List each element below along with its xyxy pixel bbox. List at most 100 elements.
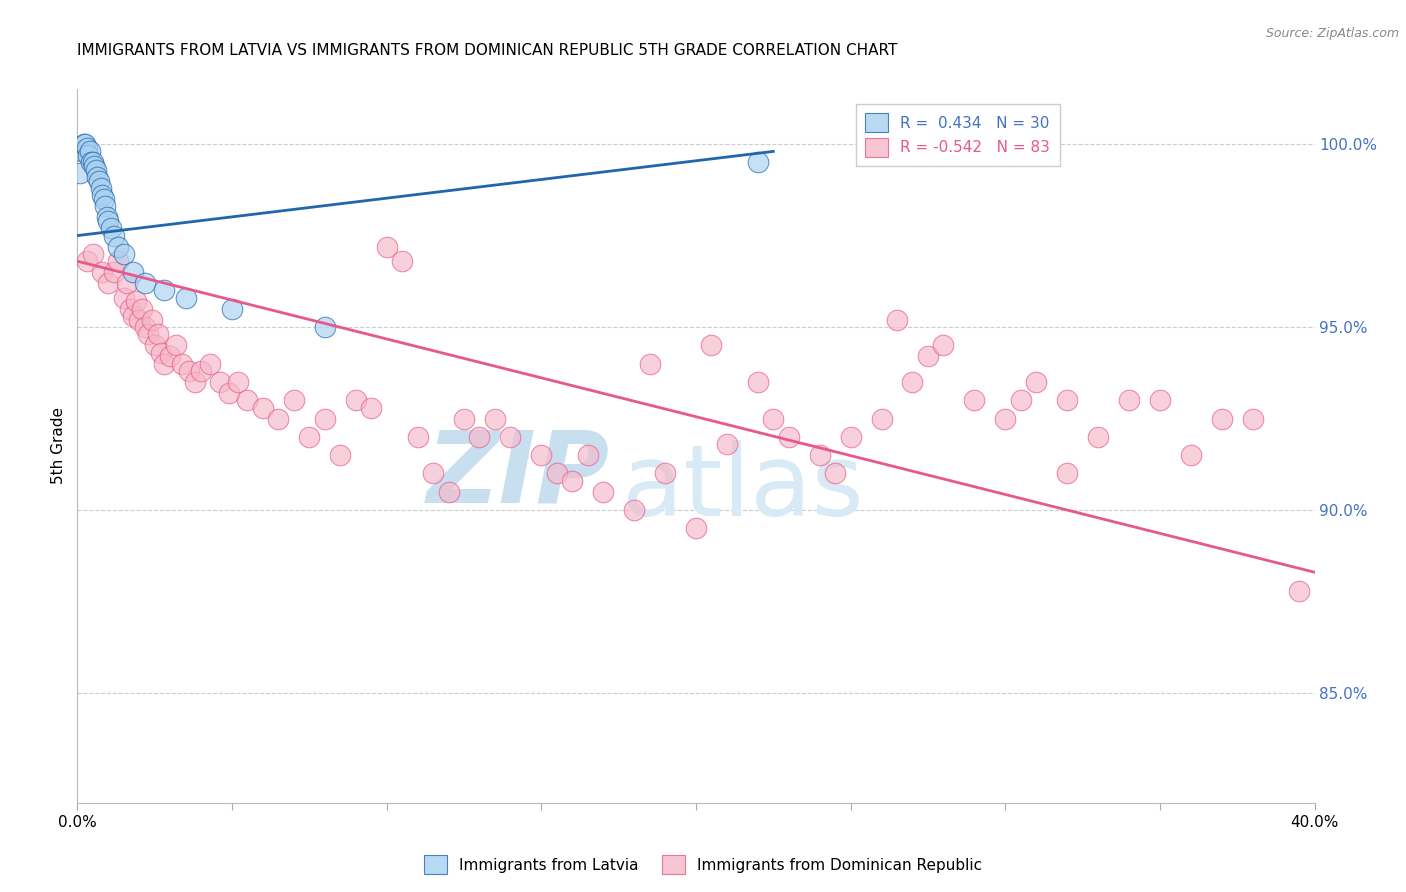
Point [360,401,382,415]
Point [208,375,231,389]
Point [82,247,104,261]
Point [122,309,145,323]
Point [165,338,187,352]
Y-axis label: 5th Grade: 5th Grade [51,408,66,484]
Point [83,159,105,173]
Point [468,430,491,444]
Point [886,312,908,326]
Point [134,276,156,290]
Point [76,141,98,155]
Point [91,265,114,279]
Point [283,393,305,408]
Point [1025,375,1047,389]
Point [159,349,181,363]
Point [143,338,166,352]
Point [561,474,583,488]
Point [1241,411,1264,425]
Point [329,448,352,462]
Point [100,221,122,235]
Point [184,375,207,389]
Point [79,145,101,159]
Point [103,265,125,279]
Point [808,448,831,462]
Point [80,155,103,169]
Point [375,239,398,253]
Point [107,254,129,268]
Point [1211,411,1233,425]
Point [87,174,110,188]
Point [422,467,444,481]
Point [218,386,240,401]
Point [70,145,93,159]
Point [298,430,321,444]
Point [576,448,599,462]
Point [314,411,336,425]
Point [128,312,150,326]
Point [77,148,100,162]
Point [762,411,785,425]
Point [221,301,243,316]
Point [654,467,676,481]
Point [994,411,1017,425]
Point [72,137,94,152]
Point [963,393,986,408]
Point [177,364,200,378]
Point [1087,430,1109,444]
Point [267,411,290,425]
Point [103,228,125,243]
Point [200,357,222,371]
Point [685,521,707,535]
Point [69,166,91,180]
Point [134,320,156,334]
Point [314,320,336,334]
Point [453,411,475,425]
Point [76,254,98,268]
Point [638,357,661,371]
Point [94,199,117,213]
Text: Source: ZipAtlas.com: Source: ZipAtlas.com [1265,27,1399,40]
Point [97,276,120,290]
Point [93,192,115,206]
Point [118,301,141,316]
Point [623,503,645,517]
Point [107,239,129,253]
Point [138,327,160,342]
Point [778,430,800,444]
Point [146,327,169,342]
Point [115,276,138,290]
Point [141,312,163,326]
Point [149,345,172,359]
Point [1056,393,1078,408]
Point [870,411,893,425]
Point [391,254,413,268]
Point [122,265,145,279]
Point [437,484,460,499]
Point [86,169,108,184]
Point [90,181,112,195]
Point [1056,467,1078,481]
Point [917,349,939,363]
Point [153,284,176,298]
Point [700,338,723,352]
Point [901,375,924,389]
Point [344,393,367,408]
Point [82,155,104,169]
Point [172,357,194,371]
Point [96,211,118,225]
Point [174,291,197,305]
Point [1149,393,1171,408]
Point [499,430,522,444]
Point [112,247,135,261]
Point [91,188,114,202]
Point [839,430,862,444]
Point [932,338,955,352]
Point [75,137,96,152]
Point [84,162,107,177]
Point [716,437,738,451]
Point [1288,583,1310,598]
Point [226,375,249,389]
Point [406,430,429,444]
Point [484,411,506,425]
Point [747,375,769,389]
Point [592,484,614,499]
